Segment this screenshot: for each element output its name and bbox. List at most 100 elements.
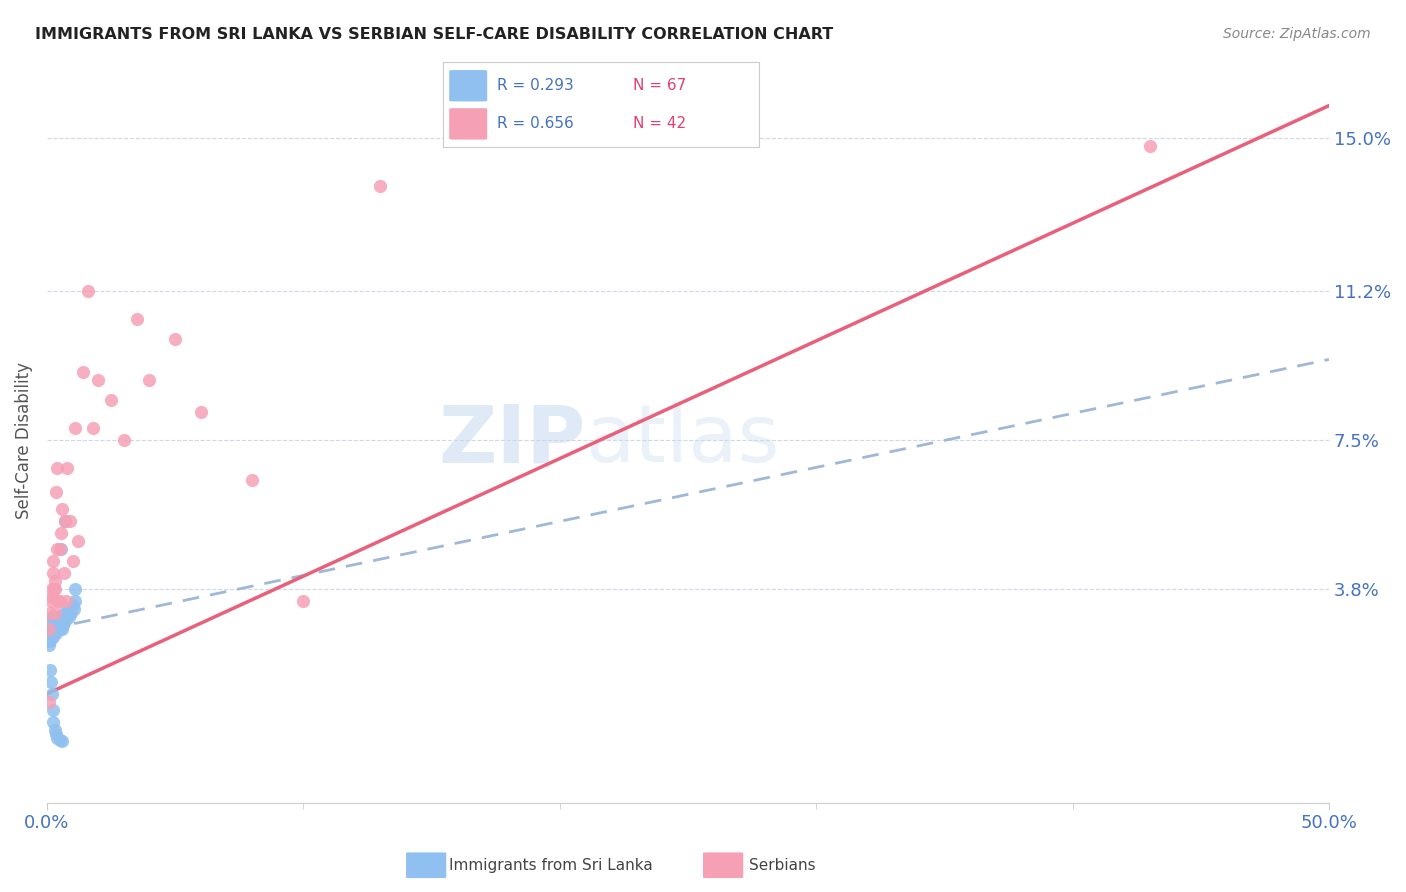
Point — [59, 602, 82, 616]
Point — [46, 615, 69, 629]
Point — [48, 610, 70, 624]
Point — [53, 606, 76, 620]
Point — [368, 179, 391, 194]
Point — [45, 541, 67, 556]
Point — [46, 461, 69, 475]
Point — [42, 615, 65, 629]
Text: N = 42: N = 42 — [633, 116, 686, 131]
Point — [62, 602, 84, 616]
Point — [44, 618, 66, 632]
Point — [100, 392, 122, 407]
Point — [45, 727, 67, 741]
Point — [45, 615, 67, 629]
Text: R = 0.293: R = 0.293 — [496, 78, 574, 94]
Point — [63, 594, 86, 608]
Point — [51, 501, 73, 516]
FancyBboxPatch shape — [406, 853, 446, 878]
Point — [48, 594, 70, 608]
Text: R = 0.656: R = 0.656 — [496, 116, 574, 131]
Point — [41, 626, 63, 640]
Point — [39, 674, 62, 689]
Point — [38, 631, 60, 645]
Point — [52, 566, 75, 580]
Point — [48, 615, 70, 629]
Point — [44, 582, 66, 596]
Text: Serbians: Serbians — [749, 858, 815, 872]
Point — [41, 687, 63, 701]
Text: ZIP: ZIP — [439, 401, 585, 479]
Point — [41, 623, 63, 637]
Point — [44, 615, 66, 629]
Point — [51, 734, 73, 748]
Point — [49, 525, 72, 540]
Point — [72, 365, 94, 379]
Text: Immigrants from Sri Lanka: Immigrants from Sri Lanka — [450, 858, 654, 872]
Point — [39, 615, 62, 629]
Point — [165, 332, 187, 346]
Text: N = 67: N = 67 — [633, 78, 686, 94]
Text: IMMIGRANTS FROM SRI LANKA VS SERBIAN SELF-CARE DISABILITY CORRELATION CHART: IMMIGRANTS FROM SRI LANKA VS SERBIAN SEL… — [35, 27, 834, 42]
Point — [45, 610, 67, 624]
Point — [44, 610, 66, 624]
Point — [44, 623, 66, 637]
Point — [49, 618, 72, 632]
Point — [46, 731, 69, 746]
Point — [48, 541, 70, 556]
Point — [51, 623, 73, 637]
Point — [41, 618, 63, 632]
FancyBboxPatch shape — [450, 70, 486, 102]
Point — [38, 634, 60, 648]
Point — [63, 421, 86, 435]
Point — [39, 618, 62, 632]
Point — [41, 615, 63, 629]
Point — [45, 626, 67, 640]
Point — [42, 610, 65, 624]
Text: atlas: atlas — [585, 401, 780, 479]
Point — [39, 606, 62, 620]
Point — [1139, 139, 1161, 153]
Point — [87, 373, 110, 387]
Point — [55, 594, 77, 608]
Point — [42, 618, 65, 632]
Point — [59, 514, 82, 528]
Point — [45, 618, 67, 632]
Point — [42, 623, 65, 637]
Point — [42, 626, 65, 640]
Point — [39, 626, 62, 640]
Point — [82, 421, 104, 435]
Point — [56, 461, 79, 475]
Point — [45, 623, 67, 637]
Point — [39, 594, 62, 608]
Point — [44, 606, 66, 620]
Point — [39, 663, 62, 677]
Point — [42, 554, 65, 568]
Point — [39, 631, 62, 645]
Point — [44, 574, 66, 588]
Point — [66, 533, 89, 548]
Point — [44, 618, 66, 632]
Point — [138, 373, 160, 387]
Point — [190, 405, 212, 419]
Point — [39, 631, 62, 645]
Point — [41, 582, 63, 596]
Y-axis label: Self-Care Disability: Self-Care Disability — [15, 361, 32, 518]
Point — [42, 714, 65, 729]
Point — [44, 723, 66, 737]
FancyBboxPatch shape — [703, 853, 744, 878]
Point — [62, 598, 84, 612]
Point — [53, 514, 76, 528]
Point — [52, 618, 75, 632]
Point — [58, 610, 80, 624]
Point — [125, 312, 148, 326]
Point — [48, 594, 70, 608]
Point — [46, 618, 69, 632]
Point — [53, 514, 76, 528]
Point — [46, 623, 69, 637]
Point — [112, 433, 135, 447]
Point — [49, 541, 72, 556]
Point — [38, 623, 60, 637]
Point — [41, 610, 63, 624]
Point — [41, 590, 63, 604]
Point — [38, 695, 60, 709]
Point — [48, 618, 70, 632]
